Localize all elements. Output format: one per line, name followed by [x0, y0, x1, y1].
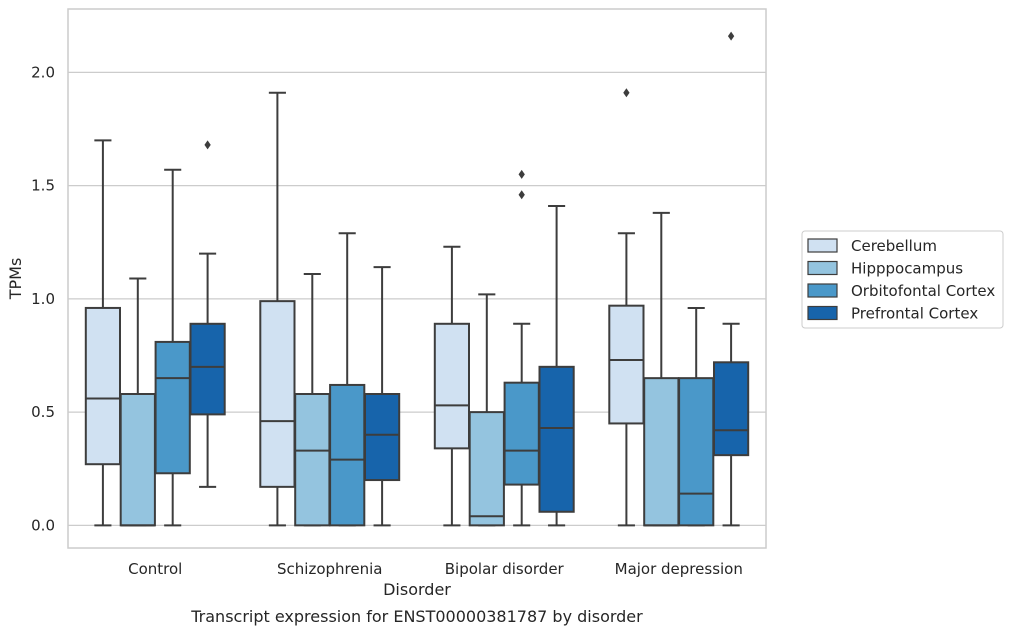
- box-hipppocampus: [119, 277, 156, 527]
- box-prefrontal-cortex: [712, 31, 750, 527]
- outlier-point: [518, 169, 525, 179]
- box-orbitofontal-cortex: [154, 168, 191, 527]
- legend-swatch: [807, 283, 838, 298]
- y-axis-label: TPMs: [6, 258, 25, 301]
- y-tick-label: 0.0: [31, 516, 55, 534]
- box-iqr: [259, 300, 296, 488]
- legend-label: Orbitofontal Cortex: [851, 282, 995, 300]
- box-iqr: [294, 393, 331, 527]
- outlier-point: [727, 31, 735, 41]
- box-iqr: [119, 393, 156, 527]
- box-iqr: [84, 306, 122, 466]
- box-iqr: [468, 411, 505, 527]
- box-iqr: [678, 377, 715, 527]
- legend-swatch: [807, 305, 838, 321]
- x-axis-label: Disorder: [383, 580, 451, 599]
- box-orbitofontal-cortex: [678, 306, 715, 527]
- outlier-point: [518, 190, 525, 200]
- box-iqr: [538, 365, 575, 513]
- y-axis-ticks: 0.0 0.5 1.0 1.5 2.0: [31, 63, 55, 534]
- box-iqr: [154, 340, 191, 475]
- x-tick-label: Control: [128, 560, 182, 578]
- box-iqr: [433, 322, 471, 450]
- box-cerebellum: [84, 139, 122, 527]
- box-hipppocampus: [294, 272, 331, 527]
- plot-area-frame: [67, 8, 767, 549]
- legend-label: Cerebellum: [851, 237, 937, 255]
- box-orbitofontal-cortex: [329, 232, 366, 527]
- y-tick-label: 2.0: [31, 63, 55, 81]
- box-iqr: [329, 383, 366, 527]
- box-hipppocampus: [468, 293, 505, 527]
- box-hipppocampus: [643, 211, 680, 527]
- x-tick-label: Major depression: [615, 560, 743, 578]
- y-tick-label: 1.0: [31, 290, 55, 308]
- box-series: [84, 31, 750, 527]
- box-iqr: [643, 377, 680, 527]
- x-tick-label: Schizophrenia: [277, 560, 382, 578]
- box-iqr: [712, 361, 750, 457]
- x-axis-ticks: Control Schizophrenia Bipolar disorder Majo…: [128, 560, 743, 578]
- box-iqr: [608, 304, 645, 425]
- box-iqr: [503, 381, 540, 486]
- box-orbitofontal-cortex: [503, 169, 540, 527]
- legend-label: Hipppocampus: [851, 260, 963, 278]
- legend-swatch: [807, 238, 838, 253]
- box-cerebellum: [259, 91, 296, 527]
- box-cerebellum: [608, 88, 645, 527]
- chart-caption: Transcript expression for ENST0000038178…: [190, 607, 643, 626]
- box-iqr: [189, 322, 226, 416]
- y-tick-label: 0.5: [31, 403, 55, 421]
- legend-label: Prefrontal Cortex: [851, 305, 978, 323]
- legend-frame: [801, 230, 1004, 329]
- y-tick-label: 1.5: [31, 177, 55, 195]
- legend: Cerebellum Hipppocampus Orbitofontal Corte…: [801, 230, 1004, 329]
- outlier-point: [623, 88, 630, 98]
- x-tick-label: Bipolar disorder: [445, 560, 565, 578]
- box-prefrontal-cortex: [363, 266, 401, 527]
- box-prefrontal-cortex: [538, 205, 575, 527]
- outlier-point: [204, 140, 211, 150]
- box-cerebellum: [433, 245, 471, 527]
- box-prefrontal-cortex: [189, 140, 226, 488]
- legend-swatch: [807, 260, 838, 276]
- box-iqr: [363, 393, 401, 482]
